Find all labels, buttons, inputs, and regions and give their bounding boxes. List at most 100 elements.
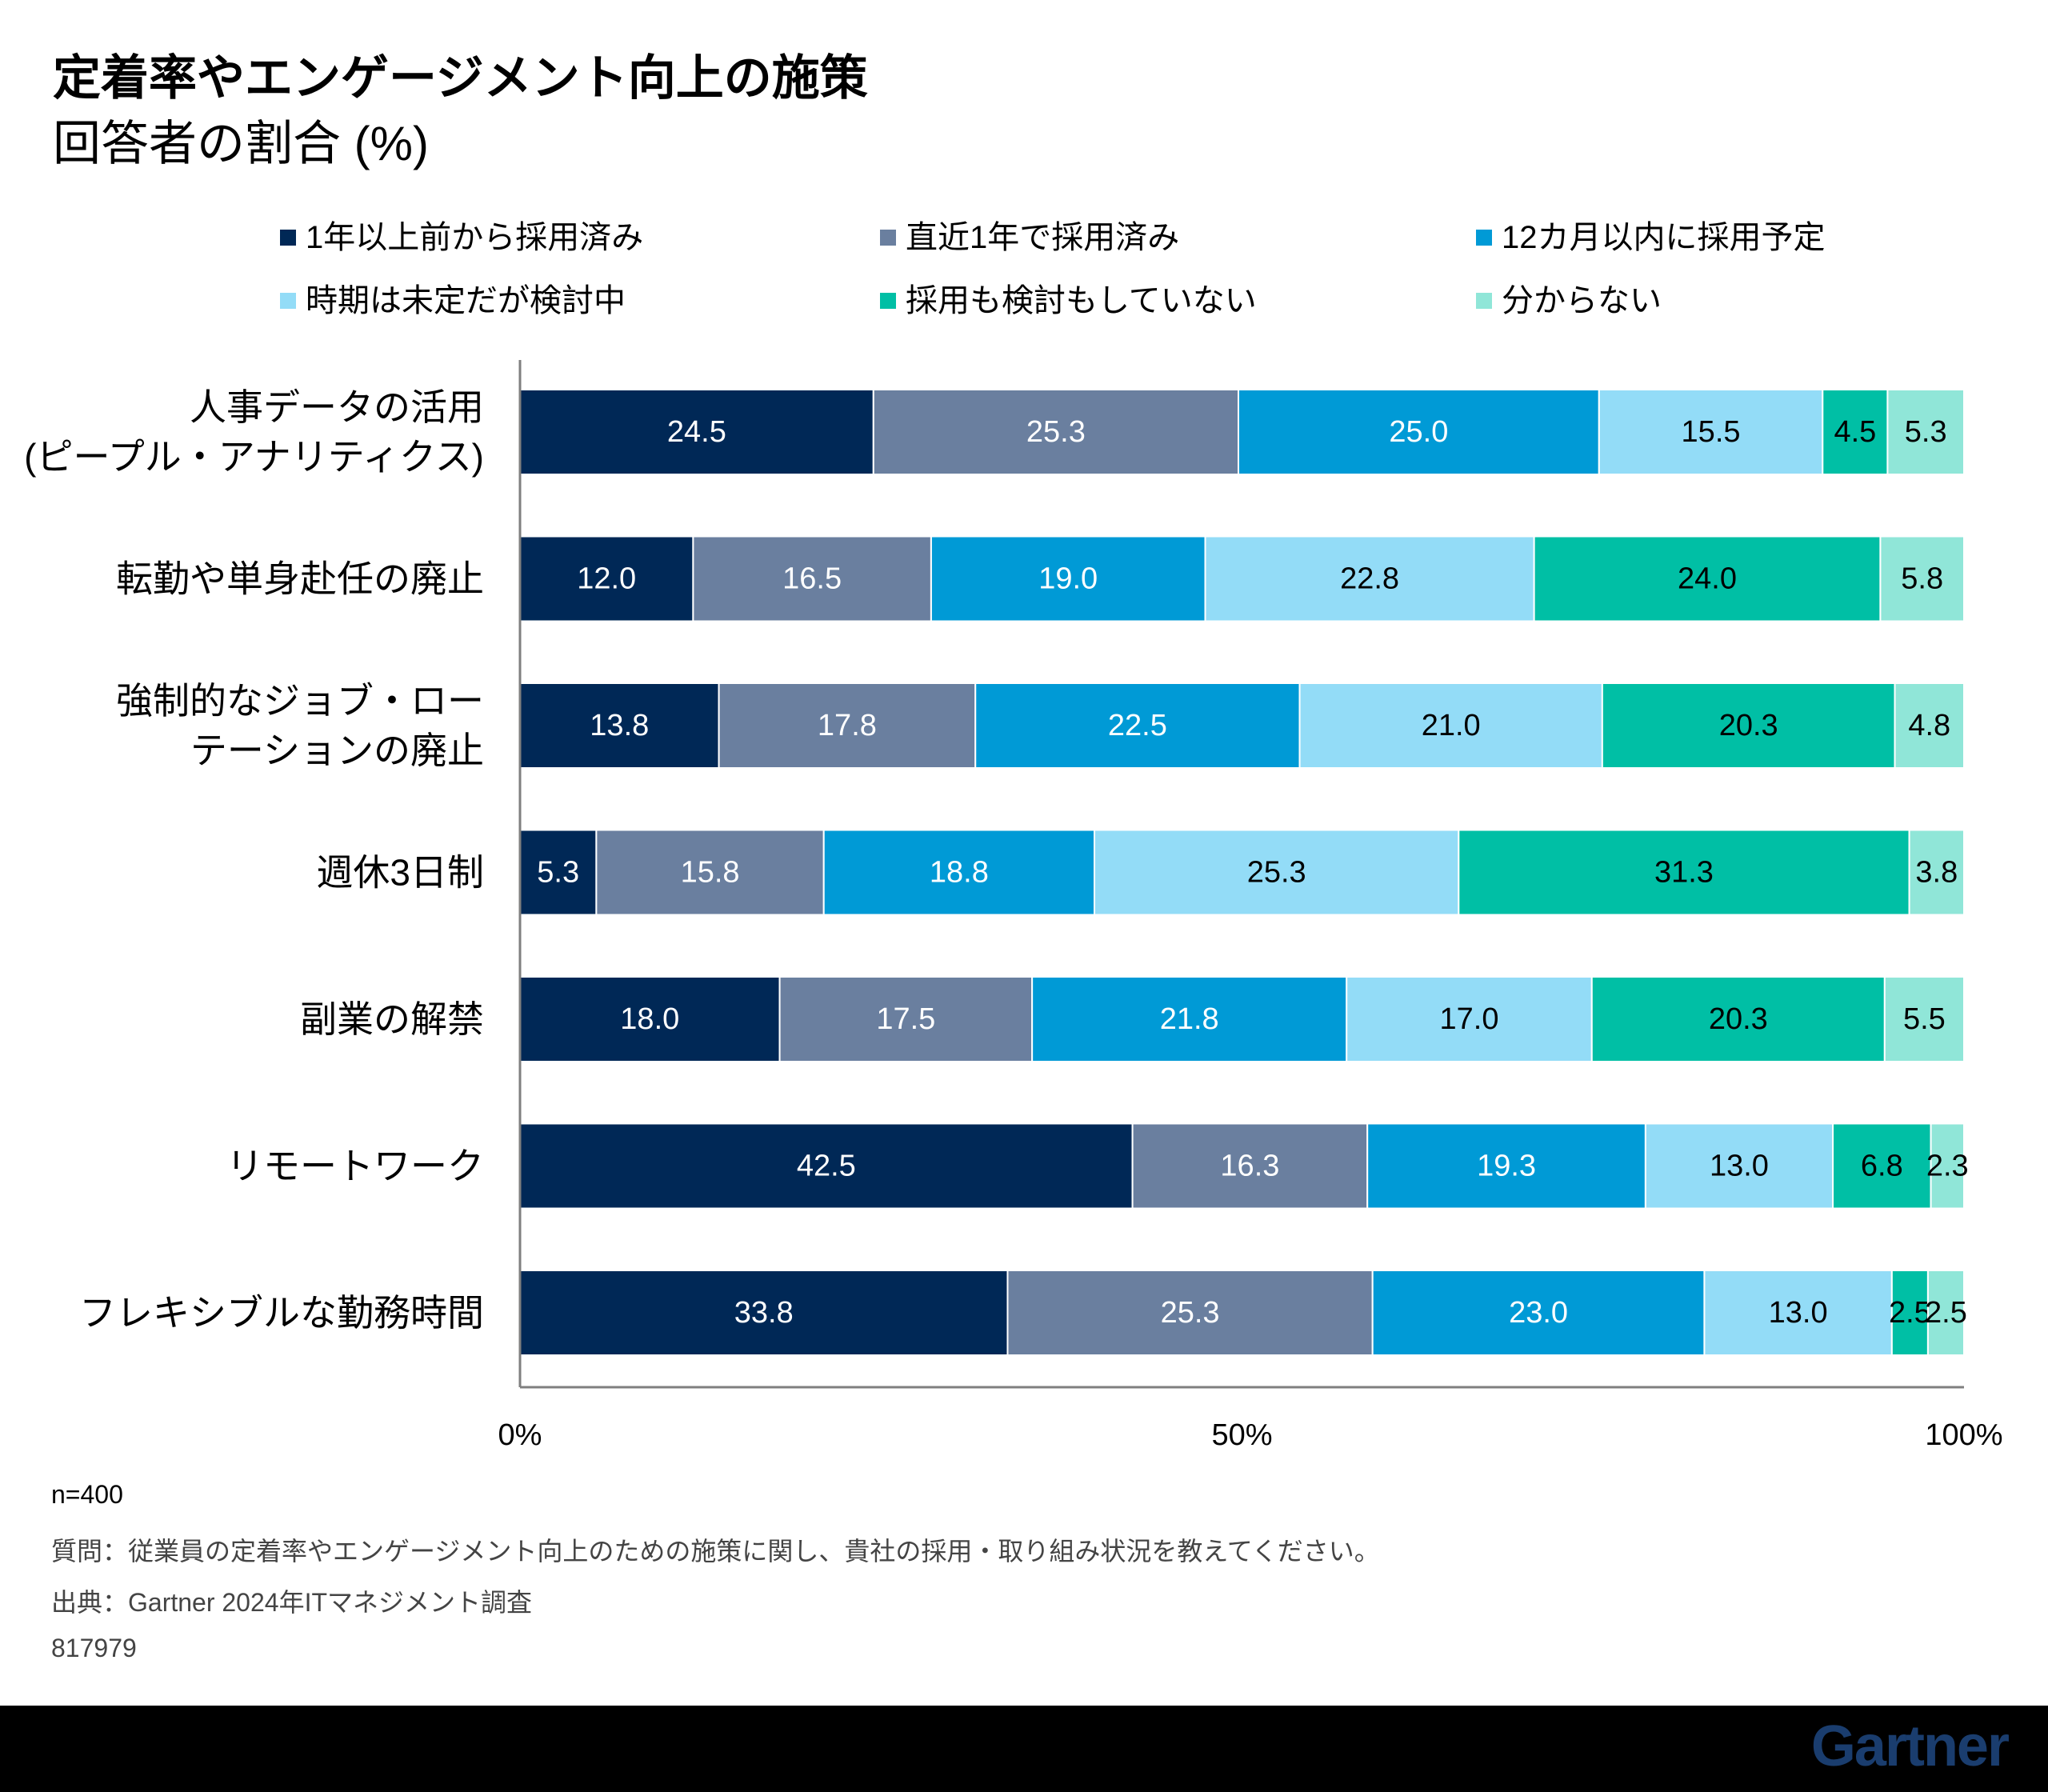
category-label: 転勤や単身赴任の廃止 bbox=[116, 558, 484, 600]
legend-label: 1年以上前から採用済み bbox=[306, 220, 643, 255]
data-label: 4.5 bbox=[1834, 415, 1876, 449]
category-label: リモートワーク bbox=[226, 1146, 484, 1187]
category-label: 人事データの活用 bbox=[190, 386, 484, 428]
x-tick-label: 50% bbox=[1211, 1418, 1272, 1452]
bar-segment bbox=[1006, 1270, 1374, 1356]
data-label: 5.3 bbox=[537, 856, 579, 890]
chart-id-note: 817979 bbox=[51, 1634, 137, 1662]
data-label: 4.8 bbox=[1908, 709, 1950, 742]
bar-segment bbox=[1590, 976, 1886, 1062]
data-label: 2.5 bbox=[1925, 1296, 1967, 1330]
bar-segment bbox=[1031, 976, 1348, 1062]
bar-segment bbox=[692, 535, 932, 622]
legend-label: 時期は未定だが検討中 bbox=[306, 283, 626, 318]
footer-band bbox=[0, 1706, 2048, 1792]
data-label: 42.5 bbox=[797, 1150, 856, 1183]
data-label: 17.0 bbox=[1440, 1002, 1499, 1036]
legend-label: 分からない bbox=[1502, 283, 1662, 318]
legend-swatch bbox=[280, 293, 296, 309]
bar-segment bbox=[1930, 1122, 1966, 1210]
data-label: 20.3 bbox=[1719, 709, 1778, 742]
bar-segment bbox=[1883, 976, 1966, 1062]
gartner-logo: Gartner bbox=[1810, 1714, 2010, 1778]
legend-swatch bbox=[1476, 293, 1492, 309]
bar-segment bbox=[778, 976, 1034, 1062]
bar-segment bbox=[1886, 389, 1966, 475]
bar-segment bbox=[1131, 1122, 1369, 1210]
data-label: 2.3 bbox=[1926, 1150, 1969, 1183]
legend-swatch bbox=[280, 230, 296, 246]
data-label: 13.8 bbox=[590, 709, 649, 742]
data-label: 21.0 bbox=[1422, 709, 1481, 742]
legend-swatch bbox=[880, 230, 896, 246]
bar-segment bbox=[1644, 1122, 1834, 1210]
data-label: 5.5 bbox=[1903, 1002, 1946, 1036]
data-label: 33.8 bbox=[734, 1296, 794, 1330]
data-label: 24.5 bbox=[667, 415, 726, 449]
bar-segment bbox=[519, 1122, 1134, 1210]
bar-segment bbox=[1533, 535, 1882, 622]
data-label: 25.0 bbox=[1389, 415, 1448, 449]
bar-segment bbox=[1926, 1270, 1966, 1356]
bar-segment bbox=[1908, 829, 1966, 916]
data-label: 17.5 bbox=[876, 1002, 935, 1036]
bar-segment bbox=[519, 389, 874, 475]
bar-segment bbox=[1894, 682, 1966, 769]
category-label: (ピープル・アナリティクス) bbox=[24, 436, 484, 478]
data-label: 6.8 bbox=[1861, 1150, 1903, 1183]
bar-segment bbox=[1601, 682, 1896, 769]
x-tick-label: 100% bbox=[1925, 1418, 2002, 1452]
data-label: 31.3 bbox=[1654, 856, 1714, 890]
bar-segment bbox=[822, 829, 1096, 916]
data-label: 19.3 bbox=[1477, 1150, 1536, 1183]
legend-label: 12カ月以内に採用予定 bbox=[1502, 220, 1826, 255]
bar-segment bbox=[1366, 1122, 1646, 1210]
bar-segment bbox=[519, 1270, 1009, 1356]
stacked-bar-chart: 1年以上前から採用済み 直近1年で採用済み 12カ月以内に採用予定時期は未定だが検討… bbox=[24, 220, 2002, 1452]
category-label: 強制的なジョブ・ロー bbox=[116, 680, 484, 722]
data-label: 15.8 bbox=[681, 856, 740, 890]
bar-segment bbox=[1822, 389, 1889, 475]
data-label: 22.5 bbox=[1108, 709, 1167, 742]
legend-label: 直近1年で採用済み bbox=[906, 220, 1179, 255]
data-label: 19.0 bbox=[1038, 562, 1098, 596]
chart-subtitle: 回答者の割合 (%) bbox=[53, 117, 429, 170]
bar-segment bbox=[718, 682, 977, 769]
bar-segment bbox=[1458, 829, 1910, 916]
data-label: 25.3 bbox=[1161, 1296, 1220, 1330]
category-label: 副業の解禁 bbox=[300, 998, 484, 1040]
bar-segment bbox=[1346, 976, 1593, 1062]
data-label: 3.8 bbox=[1915, 856, 1958, 890]
data-label: 13.0 bbox=[1769, 1296, 1828, 1330]
data-label: 23.0 bbox=[1509, 1296, 1568, 1330]
legend-swatch bbox=[880, 293, 896, 309]
data-label: 5.3 bbox=[1905, 415, 1947, 449]
data-label: 21.8 bbox=[1160, 1002, 1219, 1036]
bar-segment bbox=[1879, 535, 1965, 622]
data-label: 25.3 bbox=[1247, 856, 1306, 890]
chart-title: 定着率やエンゲージメント向上の施策 bbox=[53, 51, 868, 105]
source-note: 出典：Gartner 2024年ITマネジメント調査 bbox=[51, 1588, 533, 1617]
bar-segment bbox=[1598, 389, 1824, 475]
bar-segment bbox=[1890, 1270, 1929, 1356]
data-label: 18.8 bbox=[930, 856, 989, 890]
data-label: 13.0 bbox=[1710, 1150, 1769, 1183]
category-label: 週休3日制 bbox=[316, 852, 484, 894]
bar-segment bbox=[519, 682, 720, 769]
bar-segment bbox=[930, 535, 1206, 622]
data-label: 2.5 bbox=[1889, 1296, 1931, 1330]
data-label: 22.8 bbox=[1340, 562, 1399, 596]
question-note: 質問：従業員の定着率やエンゲージメント向上のための施策に関し、貴社の採用・取り組… bbox=[51, 1537, 1380, 1566]
data-label: 16.5 bbox=[782, 562, 842, 596]
data-label: 5.8 bbox=[1901, 562, 1943, 596]
data-label: 16.3 bbox=[1220, 1150, 1279, 1183]
data-label: 25.3 bbox=[1026, 415, 1086, 449]
data-label: 15.5 bbox=[1682, 415, 1741, 449]
legend-label: 採用も検討もしていない bbox=[906, 283, 1257, 318]
bar-segment bbox=[1832, 1122, 1932, 1210]
x-tick-label: 0% bbox=[498, 1418, 542, 1452]
data-label: 24.0 bbox=[1678, 562, 1737, 596]
bar-segment bbox=[1703, 1270, 1893, 1356]
bar-segment bbox=[1204, 535, 1535, 622]
data-label: 12.0 bbox=[577, 562, 636, 596]
